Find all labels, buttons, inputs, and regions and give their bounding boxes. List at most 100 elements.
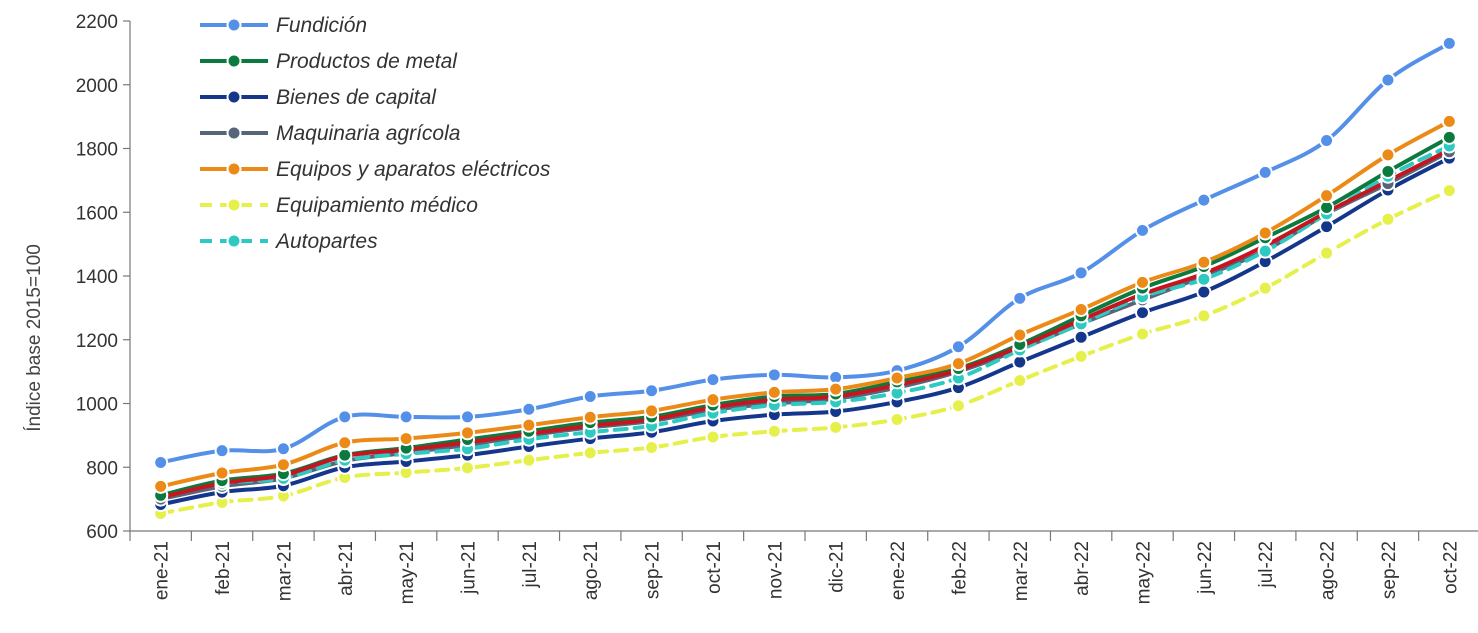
- data-point-fundicion: [1441, 35, 1457, 51]
- legend-swatch-marker: [226, 53, 242, 69]
- data-point-fundicion: [460, 409, 475, 425]
- data-point-fundicion: [1319, 133, 1335, 149]
- data-point-autopartes: [1257, 243, 1273, 259]
- data-point-equipos-y-aparatos-electricos: [766, 384, 782, 400]
- plot-lines: [158, 41, 1452, 516]
- x-tick-label: ago-22: [1318, 541, 1339, 600]
- data-point-equipos-y-aparatos-electricos: [337, 435, 353, 451]
- legend-swatch-marker: [226, 125, 242, 141]
- data-point-fundicion: [644, 383, 660, 399]
- data-point-equipos-y-aparatos-electricos: [521, 417, 537, 433]
- data-point-fundicion: [1012, 290, 1028, 306]
- legend-label: Productos de metal: [276, 50, 458, 73]
- data-point-fundicion: [1073, 265, 1089, 281]
- data-point-equipamiento-medico: [521, 452, 537, 468]
- data-point-productos-de-metal: [1380, 163, 1396, 179]
- data-point-equipos-y-aparatos-electricos: [398, 431, 414, 447]
- x-tick-label: jun-21: [459, 541, 480, 595]
- y-tick-label: 1200: [76, 331, 118, 352]
- legend-swatch-marker: [226, 197, 242, 213]
- legend-label: Equipos y aparatos eléctricos: [276, 158, 551, 181]
- x-tick-label: feb-21: [213, 541, 234, 595]
- x-tick-label: oct-22: [1440, 541, 1461, 594]
- data-point-equipamiento-medico: [582, 445, 598, 461]
- legend-swatch-marker: [226, 233, 242, 249]
- y-tick-label: 1400: [76, 267, 118, 288]
- data-point-equipos-y-aparatos-electricos: [275, 457, 291, 473]
- x-tick-label: sep-22: [1379, 541, 1400, 599]
- data-point-bienes-de-capital: [1073, 329, 1089, 345]
- x-tick-label: mar-22: [1011, 541, 1032, 601]
- data-point-fundicion: [153, 454, 169, 470]
- legend-label: Maquinaria agrícola: [276, 122, 460, 145]
- y-tick-label: 1000: [76, 395, 118, 416]
- x-tick-label: jul-21: [520, 541, 541, 588]
- y-tick-label: 2200: [76, 12, 118, 33]
- data-point-equipamiento-medico: [1073, 348, 1089, 364]
- data-point-equipos-y-aparatos-electricos: [828, 381, 844, 397]
- legend-swatch-marker: [226, 89, 242, 105]
- data-point-fundicion: [214, 443, 230, 459]
- x-tick-label: may-22: [1134, 541, 1155, 604]
- data-point-bienes-de-capital: [1012, 354, 1028, 370]
- legend-label: Bienes de capital: [276, 86, 437, 109]
- x-tick-label: jun-22: [1195, 541, 1216, 595]
- y-axis: 600 800 1000 1200 1400 1600 1800 2000 2200: [76, 12, 131, 543]
- data-point-equipamiento-medico: [1012, 373, 1028, 389]
- data-point-equipamiento-medico: [828, 419, 844, 435]
- data-point-fundicion: [766, 367, 782, 383]
- legend-label: Equipamiento médico: [276, 194, 478, 217]
- data-point-fundicion: [1135, 222, 1150, 238]
- legend-label: Autopartes: [274, 230, 378, 253]
- data-point-fundicion: [337, 409, 353, 425]
- data-point-fundicion: [521, 401, 537, 417]
- data-point-equipos-y-aparatos-electricos: [1380, 147, 1396, 163]
- x-tick-label: mar-21: [274, 541, 295, 601]
- x-tick-label: nov-21: [765, 541, 786, 599]
- data-point-equipamiento-medico: [1319, 245, 1335, 261]
- data-point-fundicion: [275, 441, 291, 457]
- x-tick-label: may-21: [397, 541, 418, 604]
- data-point-equipamiento-medico: [950, 398, 966, 414]
- data-point-fundicion: [1257, 164, 1273, 180]
- data-point-bienes-de-capital: [1319, 219, 1335, 235]
- data-point-equipos-y-aparatos-electricos: [1135, 274, 1150, 290]
- data-point-equipos-y-aparatos-electricos: [214, 465, 230, 481]
- y-tick-label: 1600: [76, 203, 118, 224]
- data-point-equipamiento-medico: [705, 429, 721, 445]
- x-tick-label: ene-22: [888, 541, 909, 600]
- data-point-equipamiento-medico: [1257, 280, 1273, 296]
- y-tick-label: 1800: [76, 140, 118, 161]
- legend: Fundición Productos de metal Bienes de cap…: [200, 14, 551, 253]
- data-point-equipos-y-aparatos-electricos: [1441, 113, 1457, 129]
- data-point-equipos-y-aparatos-electricos: [1257, 225, 1273, 241]
- data-point-equipamiento-medico: [460, 460, 475, 476]
- data-point-equipamiento-medico: [644, 439, 660, 455]
- data-point-fundicion: [582, 388, 598, 404]
- data-point-fundicion: [705, 372, 721, 388]
- x-tick-label: feb-22: [949, 541, 970, 595]
- legend-swatch-marker: [226, 161, 242, 177]
- data-point-equipamiento-medico: [766, 423, 782, 439]
- data-point-equipamiento-medico: [1196, 308, 1212, 324]
- data-point-equipos-y-aparatos-electricos: [153, 478, 169, 494]
- data-point-equipamiento-medico: [1135, 326, 1150, 342]
- data-point-equipos-y-aparatos-electricos: [1012, 327, 1028, 343]
- data-point-equipos-y-aparatos-electricos: [1196, 254, 1212, 270]
- data-point-equipos-y-aparatos-electricos: [950, 356, 966, 372]
- y-tick-label: 2000: [76, 76, 118, 97]
- data-point-equipamiento-medico: [889, 411, 905, 427]
- data-point-bienes-de-capital: [1135, 305, 1150, 321]
- data-point-fundicion: [398, 409, 414, 425]
- data-point-equipamiento-medico: [1441, 183, 1457, 199]
- data-point-equipos-y-aparatos-electricos: [460, 425, 475, 441]
- data-point-equipos-y-aparatos-electricos: [1073, 301, 1089, 317]
- data-point-autopartes: [1196, 271, 1212, 287]
- data-point-fundicion: [1380, 72, 1396, 88]
- x-tick-label: ene-21: [152, 541, 173, 600]
- data-point-fundicion: [950, 339, 966, 355]
- data-point-productos-de-metal: [1441, 129, 1457, 145]
- data-point-equipos-y-aparatos-electricos: [1319, 188, 1335, 204]
- y-tick-label: 800: [86, 458, 118, 479]
